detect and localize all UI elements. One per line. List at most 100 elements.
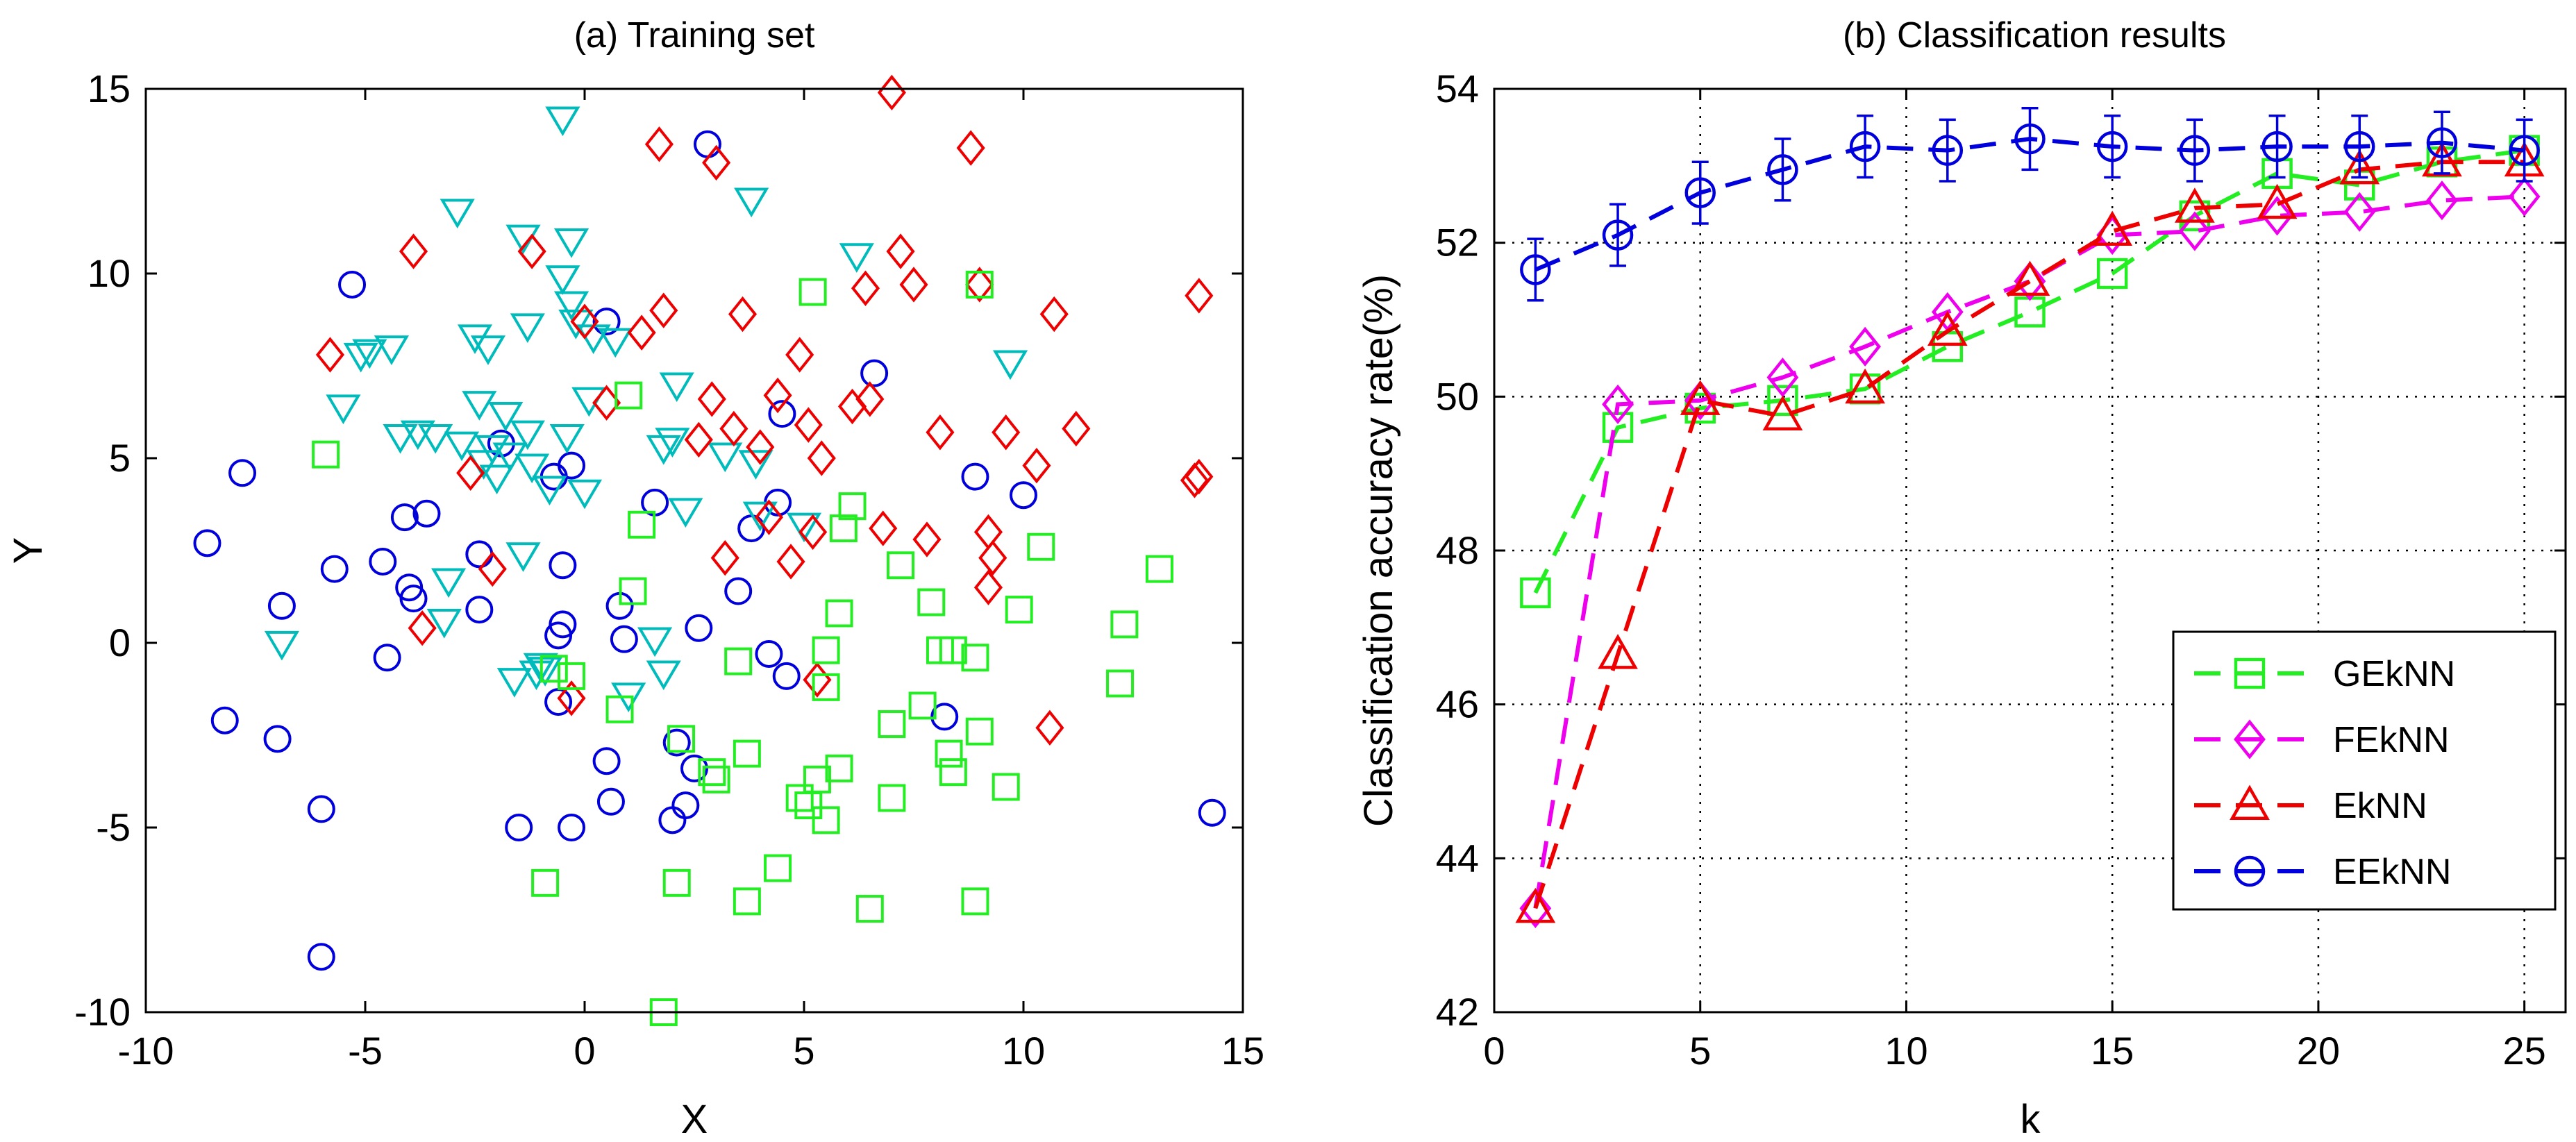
legend-label-EEkNN: EEkNN [2333,852,2451,892]
scatter-point-triangle-down [430,568,467,598]
scatter-point-diamond [1039,296,1069,333]
scatter-y-tick-label: 15 [87,67,131,110]
scatter-point-diamond [785,337,814,373]
scatter-point-square [878,710,906,739]
line-point-FEkNN [1766,358,1799,398]
line-point-EkNN [1515,887,1556,923]
scatter-point-triangle-down [496,668,532,698]
scatter-point-circle [610,625,638,653]
scatter-point-circle [412,499,441,528]
line-y-tick-label: 50 [1436,374,1479,418]
scatter-point-circle [465,596,494,624]
line-point-EkNN [1845,368,1885,404]
scatter-point-triangle-down [326,394,361,425]
scatter-point-square [825,599,853,628]
scatter-series-class-2 [264,106,1028,713]
scatter-series-class-4 [312,270,1173,1026]
error-bar-EEkNN [1527,237,1544,302]
scatter-point-triangle-down [523,653,558,683]
scatter-point-triangle-down [505,542,541,572]
error-bar-EEkNN [2021,106,2039,171]
line-point-EkNN [1680,380,1721,415]
scatter-point-circle [755,639,783,668]
scatter-point-square [733,739,761,768]
scatter-point-diamond [851,270,880,306]
scatter-point-triangle-down [264,630,300,661]
scatter-point-diamond [794,407,823,443]
scatter-x-axis-label: X [681,1097,708,1142]
scatter-point-triangle-down [742,501,778,532]
scatter-point-diamond [315,337,345,373]
scatter-point-triangle-down [558,310,594,339]
error-bar-EEkNN [1691,160,1709,225]
legend-item-EEkNN: EEkNN [2194,852,2451,892]
scatter-point-triangle-down [462,391,497,421]
scatter-point-triangle-down [734,187,769,218]
line-point-EkNN [2009,260,2050,296]
line-x-tick-label: 0 [1483,1029,1505,1073]
scatter-point-diamond [399,233,428,269]
scatter-point-circle [320,555,349,583]
line-y-tick-label: 42 [1436,990,1479,1034]
scatter-x-tick-label: -5 [348,1029,383,1073]
line-point-FEkNN [2179,211,2211,251]
scatter-point-diamond [973,569,1003,605]
scatter-y-axis-label: Y [6,537,51,564]
error-bar-EEkNN [2186,118,2203,183]
error-bar-EEkNN [2433,110,2450,175]
scatter-point-diamond [408,610,437,646]
line-point-EkNN [2257,183,2298,219]
scatter-point-square [917,588,946,616]
scatter-point-square [965,270,994,299]
legend: GEkNN FEkNN EkNN EEkNN [2172,630,2557,911]
scatter-x-tick-label: 5 [793,1029,814,1073]
error-bar-EEkNN [2104,115,2121,179]
scatter-point-diamond [702,144,731,181]
scatter-point-circle [307,943,335,971]
scatter-point-triangle-down [668,498,703,528]
scatter-point-circle [772,662,801,690]
scatter-point-diamond [926,414,955,451]
scatter-plot-frame [144,87,1244,1014]
scatter-point-square [887,551,915,580]
line-point-EEkNN [2179,135,2211,166]
line-x-tick-label: 10 [1884,1029,1927,1073]
scatter-point-triangle-down [510,420,545,451]
error-bar-EEkNN [1939,118,1956,183]
scatter-point-square [619,577,647,605]
scatter-point-square [733,887,761,916]
scatter-point-square [965,717,994,746]
scatter-panel: (a) Training set -10 -5 0 5 10 15-10-5051015 … [6,15,1264,1142]
scatter-x-tick-label: 10 [1002,1029,1045,1073]
scatter-point-circle [193,529,221,557]
line-FEkNN [1533,194,2525,909]
legend-marker-GEkNN [2234,657,2266,689]
scatter-point-diamond [1035,709,1064,746]
scatter-point-triangle-down [515,453,550,484]
scatter-point-triangle-down [444,431,480,462]
scatter-point-square [812,806,840,834]
scatter-series-class-3 [315,74,1214,746]
scatter-point-triangle-down [383,423,418,454]
line-point-EEkNN [1684,177,1716,208]
line-point-EEkNN [2426,127,2458,158]
line-point-EkNN [2092,210,2133,246]
scatter-point-circle [558,814,586,841]
scatter-point-triangle-down [475,435,510,465]
scatter-point-circle [267,591,296,620]
line-y-tick-label: 44 [1436,836,1479,880]
scatter-point-triangle-down [418,423,453,454]
scatter-point-square [961,644,989,672]
scatter-point-circle [662,728,691,757]
line-panel: (b) Classification results 0 5 10 15 20 25 42 4… [1356,15,2567,1142]
scatter-point-triangle-down [553,291,589,321]
scatter-point-square [939,636,967,664]
scatter-point-square [605,695,634,723]
scatter-point-diamond [965,267,994,303]
scatter-point-triangle-down [488,402,524,432]
scatter-point-square [812,636,840,664]
scatter-title: (a) Training set [574,15,815,56]
scatter-point-square [785,784,814,812]
scatter-point-square [1005,596,1033,624]
scatter-point-diamond [746,429,775,465]
